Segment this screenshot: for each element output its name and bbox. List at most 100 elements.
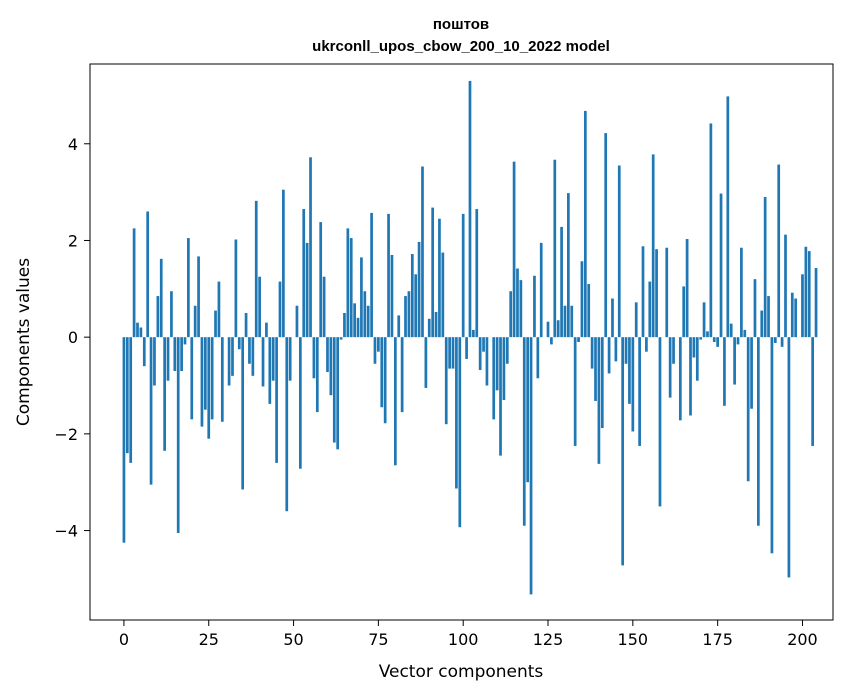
bar-154 <box>645 337 648 352</box>
bar-151 <box>634 302 638 338</box>
bar-117 <box>519 280 523 338</box>
bar-131 <box>567 193 570 338</box>
bar-109 <box>492 337 496 420</box>
bar-71 <box>363 291 367 338</box>
bar-82 <box>400 337 404 413</box>
bar-141 <box>600 337 604 429</box>
bar-139 <box>594 337 597 401</box>
bar-120 <box>529 337 533 595</box>
bar-182 <box>740 247 743 338</box>
bar-29 <box>220 337 224 422</box>
bar-46 <box>278 281 282 338</box>
bar-143 <box>607 337 611 374</box>
bar-198 <box>794 298 798 338</box>
bar-23 <box>200 337 204 427</box>
bar-96 <box>448 337 451 369</box>
bar-128 <box>556 320 560 338</box>
bar-186 <box>753 279 757 338</box>
bar-140 <box>597 337 601 464</box>
bar-72 <box>366 305 370 338</box>
bar-49 <box>288 337 292 381</box>
bar-122 <box>536 337 540 379</box>
bar-191 <box>770 337 774 554</box>
bar-16 <box>176 337 180 533</box>
bar-98 <box>455 337 458 489</box>
bar-105 <box>478 337 482 371</box>
bar-40 <box>258 276 261 338</box>
bar-102 <box>468 80 472 338</box>
bar-125 <box>546 321 550 338</box>
bar-161 <box>668 337 672 398</box>
bar-184 <box>746 337 750 482</box>
bar-65 <box>343 312 346 338</box>
bar-63 <box>336 337 340 450</box>
bar-4 <box>136 322 139 338</box>
bar-61 <box>329 337 333 396</box>
bar-188 <box>760 310 764 338</box>
bar-15 <box>173 337 177 372</box>
chart-title-line2: ukrconll_upos_cbow_200_10_2022 model <box>312 38 610 55</box>
bar-165 <box>682 286 686 338</box>
bar-160 <box>665 247 669 338</box>
bar-2 <box>129 337 133 463</box>
bar-100 <box>461 213 465 338</box>
bar-70 <box>360 257 363 338</box>
bar-137 <box>587 283 591 338</box>
bar-93 <box>438 218 441 338</box>
bar-35 <box>241 337 245 490</box>
bar-8 <box>149 337 153 485</box>
bar-111 <box>499 337 502 456</box>
bar-181 <box>736 337 740 345</box>
bar-177 <box>723 337 726 406</box>
bar-166 <box>685 239 689 338</box>
bar-11 <box>159 258 163 338</box>
bar-27 <box>214 310 217 338</box>
bar-175 <box>716 337 719 347</box>
x-tick-label: 50 <box>283 630 303 649</box>
bar-3 <box>132 228 136 338</box>
bar-127 <box>553 159 557 338</box>
bar-97 <box>451 337 455 369</box>
bar-179 <box>729 323 733 338</box>
bar-119 <box>526 337 530 483</box>
bar-75 <box>377 337 380 352</box>
bar-59 <box>322 276 326 338</box>
bar-170 <box>699 337 703 340</box>
bar-7 <box>146 211 150 338</box>
bar-201 <box>804 246 808 338</box>
y-axis-label: Components values <box>14 258 34 426</box>
bar-145 <box>614 337 618 362</box>
bar-48 <box>285 337 289 512</box>
bar-195 <box>784 234 787 338</box>
bar-10 <box>156 296 160 338</box>
bar-31 <box>227 337 231 386</box>
bar-43 <box>268 337 272 404</box>
bar-169 <box>695 337 699 381</box>
bar-101 <box>465 337 468 359</box>
bar-113 <box>505 337 509 364</box>
bar-138 <box>590 337 594 369</box>
bar-106 <box>482 337 485 352</box>
bar-132 <box>570 305 574 338</box>
bar-190 <box>767 296 770 338</box>
bar-86 <box>414 274 418 338</box>
bar-112 <box>502 337 506 401</box>
bar-74 <box>373 337 377 364</box>
bar-77 <box>383 337 387 424</box>
bar-197 <box>790 292 794 338</box>
bar-116 <box>516 268 519 338</box>
bar-185 <box>750 337 753 409</box>
bar-83 <box>404 296 407 338</box>
x-tick-label: 75 <box>368 630 388 649</box>
bar-33 <box>234 239 238 338</box>
bar-149 <box>628 337 631 404</box>
bar-22 <box>197 256 200 338</box>
bar-152 <box>638 337 641 446</box>
bar-84 <box>407 291 411 338</box>
bar-68 <box>353 303 356 338</box>
bar-62 <box>332 337 336 443</box>
bar-89 <box>424 337 428 388</box>
bar-32 <box>231 337 234 376</box>
bar-20 <box>190 337 194 420</box>
